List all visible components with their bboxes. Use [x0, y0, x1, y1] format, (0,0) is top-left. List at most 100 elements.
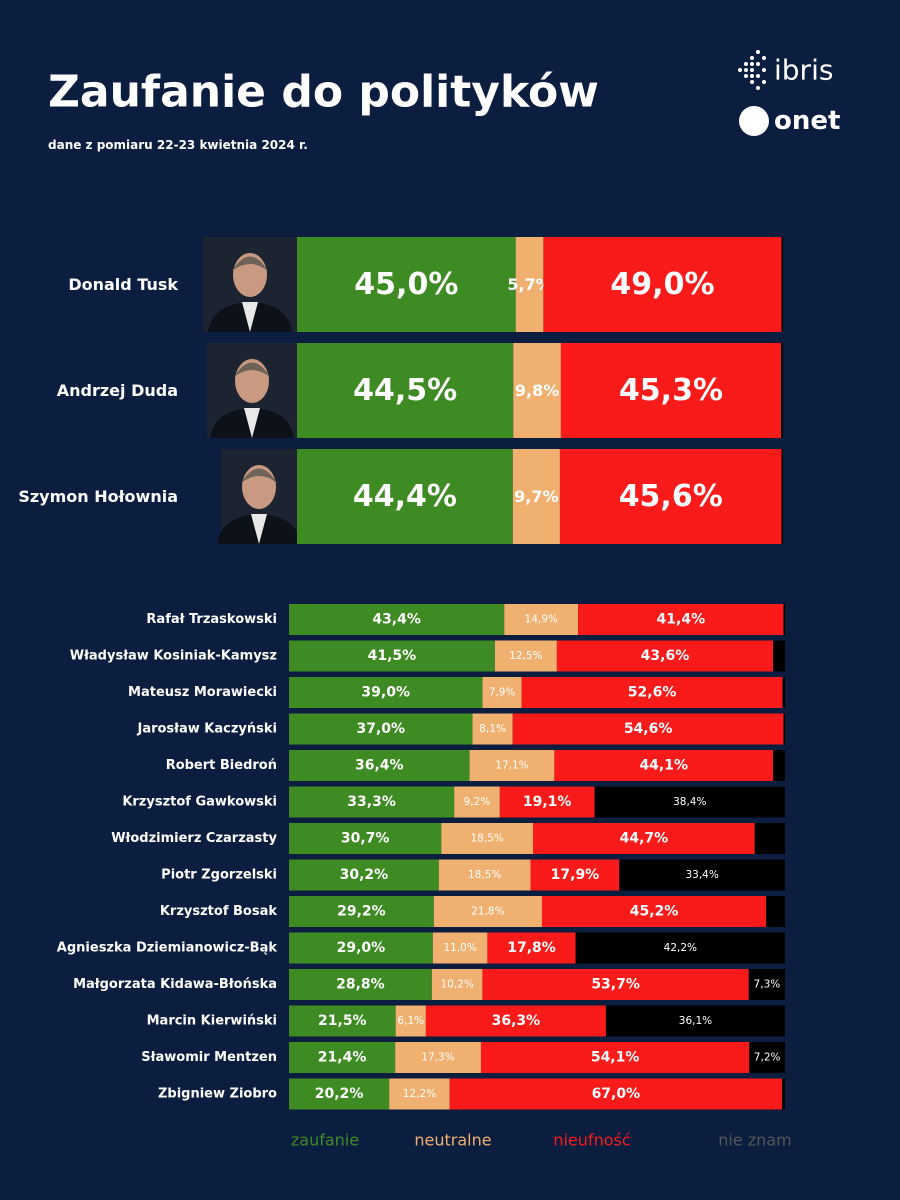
category-label: Andrzej Duda: [57, 381, 178, 400]
category-label: Małgorzata Kidawa-Błońska: [73, 977, 277, 992]
bar-segment: [773, 640, 785, 672]
bar-segment: [389, 1078, 450, 1110]
bar-segment: [494, 640, 557, 672]
logo-ibris: ibris: [738, 50, 833, 90]
value-label: 28,8%: [336, 977, 385, 993]
value-label: 30,2%: [340, 867, 389, 883]
bar-segment: [289, 604, 505, 635]
portrait-hair: [234, 362, 270, 377]
value-label: 45,3%: [619, 373, 723, 408]
category-label: Robert Biedroń: [166, 758, 277, 773]
value-label: 11,0%: [443, 942, 476, 954]
portrait: [203, 237, 297, 332]
value-label: 53,7%: [591, 977, 640, 993]
value-label: 12,2%: [403, 1088, 436, 1100]
value-label: 67,0%: [592, 1086, 641, 1102]
logo-text: ibris: [774, 54, 833, 87]
bar-segment: [781, 449, 783, 544]
value-label: 41,5%: [368, 648, 417, 664]
value-label: 45,6%: [619, 479, 723, 514]
value-label: 44,7%: [620, 831, 669, 847]
value-label: 33,4%: [685, 869, 718, 881]
value-label: 38,4%: [673, 796, 706, 808]
value-label: 45,2%: [630, 904, 679, 920]
category-label: Mateusz Morawiecki: [128, 685, 277, 700]
value-label: 10,2%: [440, 979, 473, 991]
value-label: 21,5%: [318, 1013, 367, 1029]
value-label: 7,2%: [754, 1052, 781, 1064]
bar-segment: [441, 823, 534, 854]
bar-segment: [433, 896, 542, 927]
chart-subtitle: dane z pomiaru 22-23 kwietnia 2024 r.: [48, 138, 308, 152]
value-label: 17,3%: [421, 1052, 454, 1064]
value-label: 37,0%: [356, 721, 405, 737]
value-label: 44,5%: [353, 373, 457, 408]
bar-segment: [541, 896, 767, 927]
portrait: [217, 449, 301, 544]
value-label: 45,0%: [354, 267, 458, 302]
bar-segment: [619, 859, 785, 891]
bar-segment: [482, 969, 749, 1000]
bar-segment: [605, 1005, 785, 1037]
value-label: 41,4%: [657, 612, 706, 628]
category-label: Władysław Kosiniak-Kamysz: [70, 649, 277, 664]
value-label: 52,6%: [628, 685, 677, 701]
category-label: Agnieszka Dziemianowicz-Bąk: [57, 941, 278, 956]
legend-entry: zaufanie: [291, 1131, 359, 1150]
bar-segment: [512, 449, 560, 544]
bar-segment: [395, 1042, 481, 1073]
value-label: 36,1%: [679, 1015, 712, 1027]
value-label: 17,9%: [551, 867, 600, 883]
bar-segment: [543, 237, 782, 332]
portrait-shirt: [242, 302, 258, 332]
bar-segment: [432, 932, 488, 964]
bar-segment: [499, 786, 595, 818]
bar-segment: [748, 969, 785, 1000]
bar-segment: [289, 1042, 396, 1073]
bar-segment: [449, 1078, 783, 1110]
bar-segment: [297, 237, 516, 332]
logo-onet: onet: [739, 106, 840, 136]
value-label: 8,1%: [479, 723, 506, 735]
category-label: Krzysztof Gawkowski: [122, 795, 277, 810]
category-label: Jarosław Kaczyński: [136, 722, 277, 737]
bar-segment: [454, 786, 500, 818]
bar-segment: [559, 449, 782, 544]
bar-segment: [513, 343, 561, 438]
value-label: 7,3%: [754, 979, 781, 991]
value-label: 44,4%: [353, 479, 457, 514]
value-label: 29,2%: [337, 904, 386, 920]
value-label: 18,5%: [470, 833, 503, 845]
bar-segment: [749, 1042, 785, 1073]
value-label: 44,1%: [639, 758, 688, 774]
logo-text: onet: [774, 106, 840, 136]
bar-segment: [482, 677, 522, 708]
value-label: 30,7%: [341, 831, 390, 847]
bar-segment: [431, 969, 483, 1000]
bar-segment: [289, 640, 495, 672]
bar-segment: [560, 343, 782, 438]
bar-segment: [783, 713, 785, 745]
value-label: 19,1%: [523, 794, 572, 810]
value-label: 17,8%: [507, 940, 556, 956]
bar-segment: [289, 823, 442, 854]
value-label: 21,4%: [318, 1050, 367, 1066]
logo-dots: [738, 50, 766, 90]
portrait-hair: [232, 256, 268, 271]
bar-segment: [289, 1078, 390, 1110]
portrait-shirt: [244, 408, 260, 438]
value-label: 12,5%: [509, 650, 542, 662]
bar-segment: [289, 713, 473, 745]
value-label: 20,2%: [315, 1086, 364, 1102]
category-label: Piotr Zgorzelski: [161, 868, 277, 883]
value-label: 6,1%: [397, 1015, 424, 1027]
bar-segment: [594, 786, 785, 818]
bar-segment: [754, 823, 785, 854]
bar-segment: [480, 1042, 750, 1073]
value-label: 39,0%: [361, 685, 410, 701]
bar-segment: [289, 786, 455, 818]
bar-segment: [289, 677, 483, 708]
value-label: 5,7%: [507, 275, 551, 294]
value-label: 43,4%: [372, 612, 421, 628]
